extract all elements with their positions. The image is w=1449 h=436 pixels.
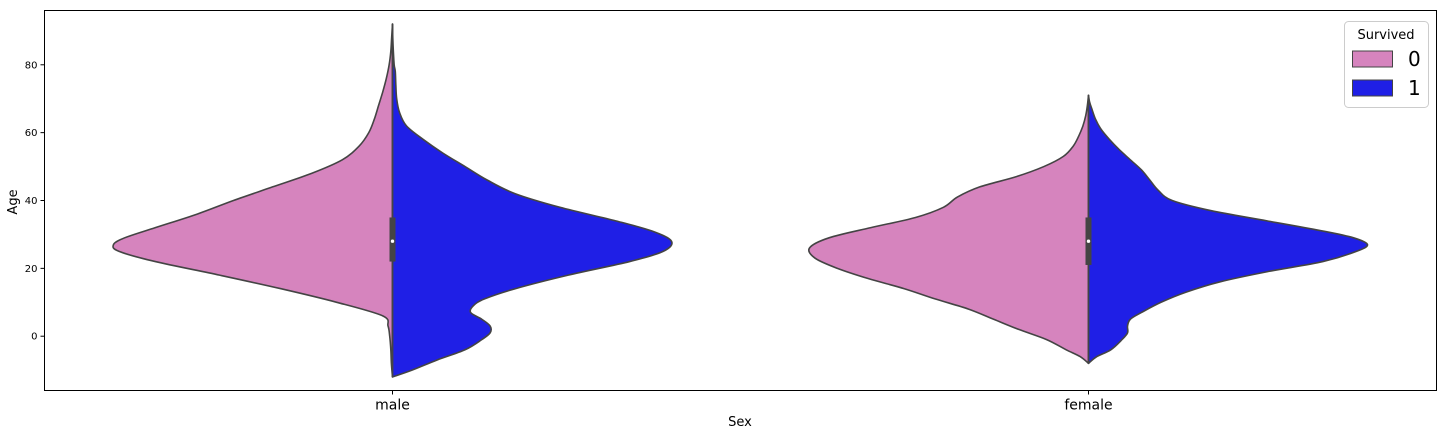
violin-male-survived-0	[112, 23, 394, 378]
y-axis: 0 20 40 60 80	[25, 60, 45, 343]
legend: Survived 01	[1344, 21, 1429, 108]
violin-male-survived-1	[391, 23, 673, 378]
legend-title: Survived	[1357, 28, 1414, 43]
legend-label: 1	[1408, 76, 1421, 100]
legend-swatch	[1352, 50, 1393, 68]
legend-items: 01	[1352, 47, 1421, 100]
y-tick-label: 20	[25, 264, 38, 275]
y-tick-label: 0	[31, 332, 37, 343]
x-axis-title: Sex	[728, 415, 752, 430]
violin-female-survived-0	[807, 94, 1090, 365]
y-tick-label: 60	[25, 128, 38, 139]
x-tick-label: female	[1064, 398, 1112, 414]
x-axis: male female	[375, 390, 1113, 414]
legend-label: 0	[1408, 47, 1421, 71]
y-axis-title: Age	[6, 189, 21, 214]
y-tick-label: 40	[25, 196, 38, 207]
legend-swatch	[1352, 79, 1393, 97]
median-point	[390, 239, 395, 243]
x-tick-label: male	[375, 398, 410, 414]
y-tick-label: 80	[25, 60, 38, 71]
violin-female-survived-1	[1087, 94, 1369, 365]
violin-plot-area	[112, 23, 1369, 378]
median-point	[1086, 239, 1091, 243]
